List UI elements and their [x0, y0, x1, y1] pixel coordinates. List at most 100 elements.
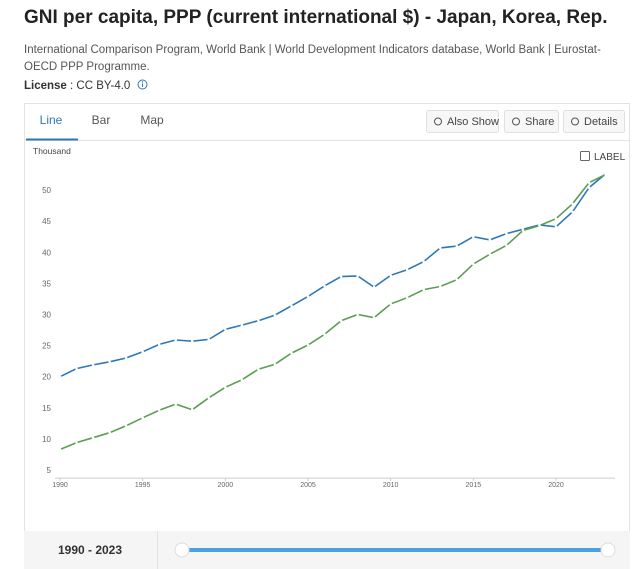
- data-point: [58, 375, 62, 379]
- data-point: [207, 338, 211, 341]
- data-point: [108, 360, 111, 364]
- y-tick-label: 15: [42, 404, 51, 413]
- panel: [24, 103, 630, 569]
- data-point: [306, 343, 310, 347]
- button[interactable]: [504, 110, 559, 133]
- data-point: [91, 363, 95, 367]
- x-tick-label: 1990: [52, 482, 68, 489]
- data-point: [571, 202, 574, 206]
- data-point: [157, 343, 161, 346]
- button-label[interactable]: Details: [584, 116, 618, 128]
- slider-handle[interactable]: [174, 542, 190, 558]
- y-tick-label: 35: [42, 279, 51, 288]
- data-point: [521, 229, 525, 232]
- data-point: [505, 244, 508, 247]
- license-value: : CC BY-4.0: [70, 80, 131, 92]
- data-point: [438, 285, 442, 288]
- button-label[interactable]: Also Show: [447, 116, 499, 128]
- data-point: [224, 385, 227, 389]
- data-point: [488, 252, 492, 256]
- label-toggle[interactable]: LABEL: [594, 152, 626, 163]
- data-point: [571, 210, 574, 214]
- y-axis-label: Thousand: [33, 146, 71, 156]
- button[interactable]: [563, 110, 625, 133]
- data-point: [190, 339, 194, 343]
- data-point: [141, 350, 144, 354]
- range-label: 1990 - 2023: [58, 543, 122, 557]
- data-point: [389, 274, 392, 277]
- slider-handle[interactable]: [600, 542, 616, 558]
- x-tick-label: 2000: [218, 482, 234, 489]
- info-icon[interactable]: [137, 79, 148, 90]
- data-point: [455, 278, 459, 281]
- data-point: [157, 408, 161, 412]
- y-tick-label: 5: [47, 466, 52, 475]
- data-point: [554, 225, 558, 229]
- data-point: [587, 181, 591, 184]
- tab[interactable]: Bar: [92, 113, 111, 127]
- data-point: [339, 275, 343, 278]
- data-point: [207, 396, 211, 400]
- button[interactable]: [426, 110, 499, 133]
- x-tick-label: 2005: [300, 482, 316, 489]
- data-point: [273, 313, 277, 317]
- data-point: [273, 362, 277, 366]
- data-point: [339, 319, 343, 323]
- data-point: [75, 367, 78, 370]
- y-tick-label: 45: [42, 217, 51, 226]
- source: International Comparison Program, World …: [24, 44, 601, 73]
- button-icon: [434, 117, 442, 126]
- data-point: [389, 302, 392, 306]
- data-point: [224, 328, 227, 331]
- y-tick-label: 10: [42, 435, 51, 444]
- data-point: [240, 323, 244, 327]
- button-label[interactable]: Share: [525, 116, 554, 128]
- data-point: [422, 260, 426, 263]
- data-point: [405, 268, 409, 272]
- tab[interactable]: Line: [40, 113, 63, 127]
- data-point: [108, 431, 111, 434]
- data-point: [455, 244, 459, 248]
- x-tick-label: 2020: [548, 482, 564, 489]
- data-point: [604, 173, 607, 176]
- y-tick-label: 40: [42, 248, 51, 257]
- data-point: [290, 351, 293, 355]
- data-point: [174, 402, 178, 406]
- data-point: [472, 235, 475, 239]
- data-point: [554, 217, 558, 221]
- data-point: [257, 319, 260, 323]
- data-point: [323, 333, 326, 336]
- data-point: [422, 288, 426, 291]
- data-point: [124, 424, 128, 428]
- data-point: [472, 262, 475, 266]
- data-point: [372, 316, 376, 319]
- license-label: License: [24, 80, 67, 92]
- data-point: [372, 285, 376, 289]
- data-point: [174, 338, 178, 342]
- data-point: [356, 274, 359, 278]
- label-checkbox[interactable]: [580, 151, 590, 161]
- data-point: [587, 186, 591, 189]
- button-icon: [571, 117, 579, 126]
- tab[interactable]: Map: [140, 113, 164, 127]
- data-point: [240, 378, 244, 382]
- series-line: [59, 173, 606, 451]
- data-point: [290, 304, 293, 308]
- data-point: [75, 441, 78, 444]
- data-point: [505, 232, 508, 235]
- data-point: [438, 246, 442, 250]
- data-point: [306, 295, 310, 298]
- button-icon: [512, 117, 520, 126]
- data-point: [538, 224, 541, 227]
- title: GNI per capita, PPP (current internation…: [24, 7, 608, 28]
- license: License : CC BY-4.0: [24, 79, 148, 92]
- data-point: [141, 416, 144, 420]
- y-tick-label: 25: [42, 342, 51, 351]
- data-point: [58, 448, 62, 451]
- data-point: [124, 356, 128, 360]
- data-point: [488, 238, 492, 242]
- y-tick-label: 30: [42, 311, 51, 320]
- x-tick-label: 2015: [466, 482, 482, 489]
